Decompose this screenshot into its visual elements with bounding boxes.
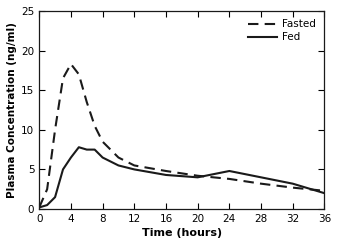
Fasted (132, 164, 136, 167)
Fasted (164, 170, 168, 172)
Fasted (85, 101, 89, 104)
Fasted (53, 128, 57, 131)
Fasted (291, 186, 295, 189)
Fasted (61, 77, 65, 80)
Fasted (259, 182, 263, 185)
Fed (53, 196, 57, 199)
Fed (69, 156, 73, 159)
Fasted (322, 189, 327, 192)
Fed (164, 173, 168, 176)
Fed (291, 182, 295, 185)
Fasted (116, 156, 120, 159)
Fed (77, 146, 81, 149)
Fasted (45, 188, 49, 191)
Fed (101, 156, 105, 159)
Fed (322, 192, 327, 195)
Fasted (77, 73, 81, 76)
Fed (61, 168, 65, 171)
Fasted (69, 62, 73, 65)
Fed (132, 168, 136, 171)
Fed (93, 148, 97, 151)
Y-axis label: Plasma Concentration (ng/ml): Plasma Concentration (ng/ml) (7, 22, 17, 198)
Fasted (93, 124, 97, 127)
Fed (116, 164, 120, 167)
Fed (196, 176, 200, 179)
Line: Fed: Fed (39, 147, 324, 208)
Fasted (196, 174, 200, 177)
Fed (227, 170, 232, 172)
Line: Fasted: Fasted (39, 64, 324, 208)
X-axis label: Time (hours): Time (hours) (142, 228, 222, 238)
Fasted (101, 140, 105, 143)
Fasted (37, 206, 41, 209)
Legend: Fasted, Fed: Fasted, Fed (245, 16, 319, 46)
Fed (37, 206, 41, 209)
Fed (45, 204, 49, 207)
Fed (85, 148, 89, 151)
Fed (259, 176, 263, 179)
Fasted (227, 177, 232, 180)
